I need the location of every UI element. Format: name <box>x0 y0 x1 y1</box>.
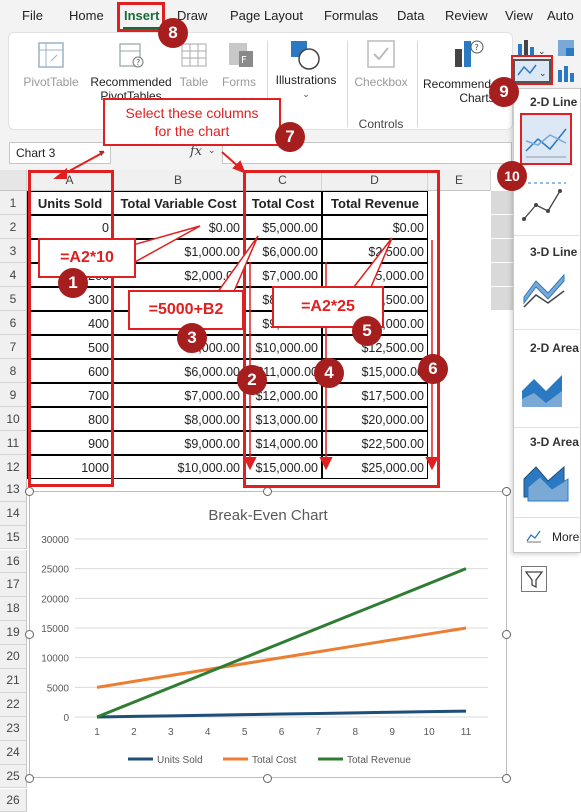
step-badge-1: 1 <box>58 268 88 298</box>
step-badge-7: 7 <box>275 122 305 152</box>
step-badge-4: 4 <box>314 358 344 388</box>
annotation-arrows <box>0 0 581 792</box>
step-badge-6: 6 <box>418 354 448 384</box>
step-badge-3: 3 <box>177 323 207 353</box>
step-badge-8: 8 <box>158 18 188 48</box>
step-badge-2: 2 <box>237 365 267 395</box>
step-badge-9: 9 <box>489 77 519 107</box>
select-columns-callout: Select these columns for the chart <box>103 98 281 146</box>
step-badge-10: 10 <box>497 161 527 191</box>
callout-text-line1: Select these columns <box>105 104 279 122</box>
step-badge-5: 5 <box>352 316 382 346</box>
formula-a-callout: =A2*10 <box>38 238 136 278</box>
row-header[interactable]: 26 <box>0 789 27 812</box>
callout-text-line2: for the chart <box>105 122 279 140</box>
